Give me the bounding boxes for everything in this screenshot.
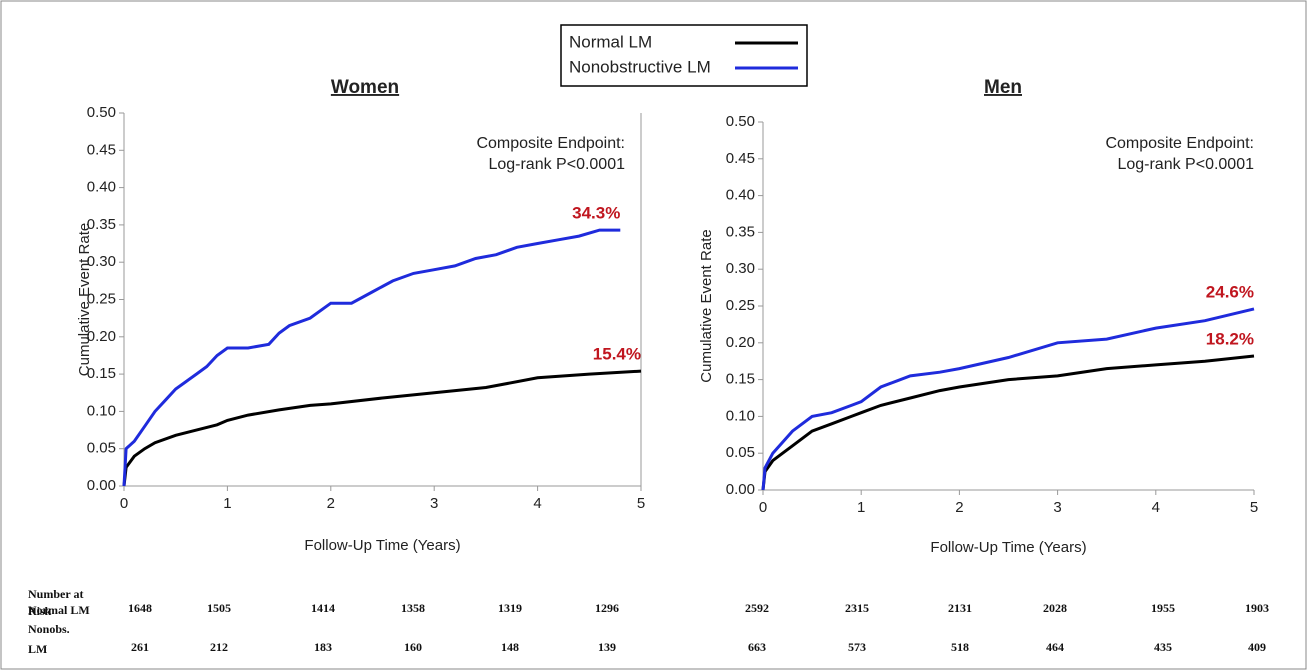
risk-count: 1903	[1245, 601, 1269, 615]
annotation: Log-rank P<0.0001	[1117, 156, 1254, 173]
annotation: Log-rank P<0.0001	[488, 156, 625, 173]
y-tick-label: 0.30	[87, 253, 116, 270]
y-tick-label: 0.00	[726, 481, 755, 498]
risk-count: 1358	[401, 601, 425, 615]
y-tick-label: 0.25	[726, 297, 755, 314]
y-tick-label: 0.10	[87, 402, 116, 419]
km-curve	[761, 307, 1255, 491]
legend-label: Normal LM	[569, 32, 652, 51]
risk-title: Number at Risk	[28, 587, 84, 618]
risk-count: 139	[598, 640, 616, 654]
end-label: 34.3%	[572, 204, 620, 223]
risk-count: 1319	[498, 601, 522, 615]
y-tick-label: 0.45	[726, 150, 755, 167]
x-tick-label: 2	[327, 495, 335, 512]
x-tick-label: 5	[637, 495, 645, 512]
x-tick-label: 3	[1053, 499, 1061, 516]
x-tick-label: 2	[955, 499, 963, 516]
y-tick-label: 0.40	[87, 179, 116, 196]
y-tick-label: 0.50	[726, 113, 755, 130]
x-tick-label: 3	[430, 495, 438, 512]
risk-count: 663	[748, 640, 766, 654]
end-label: 18.2%	[1206, 330, 1254, 349]
y-axis-label: Cumulative Event Rate	[76, 223, 93, 376]
x-tick-label: 1	[857, 499, 865, 516]
risk-row-label: Normal LM	[28, 603, 90, 617]
y-tick-label: 0.50	[87, 104, 116, 121]
risk-count: 212	[210, 640, 228, 654]
chart-title: Men	[984, 77, 1022, 98]
y-tick-label: 0.25	[87, 290, 116, 307]
end-label: 15.4%	[593, 345, 641, 364]
risk-count: 2028	[1043, 601, 1067, 615]
x-tick-label: 5	[1250, 499, 1258, 516]
x-tick-label: 1	[223, 495, 231, 512]
km-curve	[122, 228, 621, 487]
km-curve	[761, 354, 1255, 491]
y-tick-label: 0.05	[726, 444, 755, 461]
risk-count: 1414	[311, 601, 335, 615]
x-tick-label: 0	[120, 495, 128, 512]
legend-box	[560, 24, 808, 87]
risk-count: 409	[1248, 640, 1266, 654]
risk-count: 1648	[128, 601, 152, 615]
risk-count: 1296	[595, 601, 619, 615]
y-tick-label: 0.35	[726, 223, 755, 240]
risk-count: 148	[501, 640, 519, 654]
y-tick-label: 0.20	[726, 334, 755, 351]
y-tick-label: 0.15	[726, 371, 755, 388]
chart-title: Women	[331, 77, 399, 98]
risk-count: 1955	[1151, 601, 1175, 615]
km-curve	[122, 369, 642, 487]
risk-count: 435	[1154, 640, 1172, 654]
x-axis-label: Follow-Up Time (Years)	[304, 537, 460, 554]
x-tick-label: 4	[1152, 499, 1160, 516]
risk-count: 573	[848, 640, 866, 654]
y-tick-label: 0.30	[726, 260, 755, 277]
legend-label: Nonobstructive LM	[569, 57, 711, 76]
annotation: Composite Endpoint:	[1105, 135, 1254, 152]
x-axis-label: Follow-Up Time (Years)	[930, 539, 1086, 556]
y-tick-label: 0.15	[87, 365, 116, 382]
end-label: 24.6%	[1206, 282, 1254, 301]
risk-row-label: Nonobs. LM	[28, 622, 70, 656]
risk-count: 2131	[948, 601, 972, 615]
y-tick-label: 0.20	[87, 328, 116, 345]
x-tick-label: 0	[759, 499, 767, 516]
y-tick-label: 0.10	[726, 407, 755, 424]
risk-count: 2592	[745, 601, 769, 615]
risk-count: 261	[131, 640, 149, 654]
risk-count: 464	[1046, 640, 1064, 654]
y-tick-label: 0.40	[726, 187, 755, 204]
annotation: Composite Endpoint:	[476, 135, 625, 152]
y-tick-label: 0.45	[87, 141, 116, 158]
y-tick-label: 0.00	[87, 477, 116, 494]
y-tick-label: 0.35	[87, 216, 116, 233]
risk-count: 518	[951, 640, 969, 654]
y-tick-label: 0.05	[87, 440, 116, 457]
risk-count: 160	[404, 640, 422, 654]
risk-count: 183	[314, 640, 332, 654]
risk-count: 2315	[845, 601, 869, 615]
x-tick-label: 4	[533, 495, 541, 512]
y-axis-label: Cumulative Event Rate	[698, 229, 715, 382]
risk-count: 1505	[207, 601, 231, 615]
